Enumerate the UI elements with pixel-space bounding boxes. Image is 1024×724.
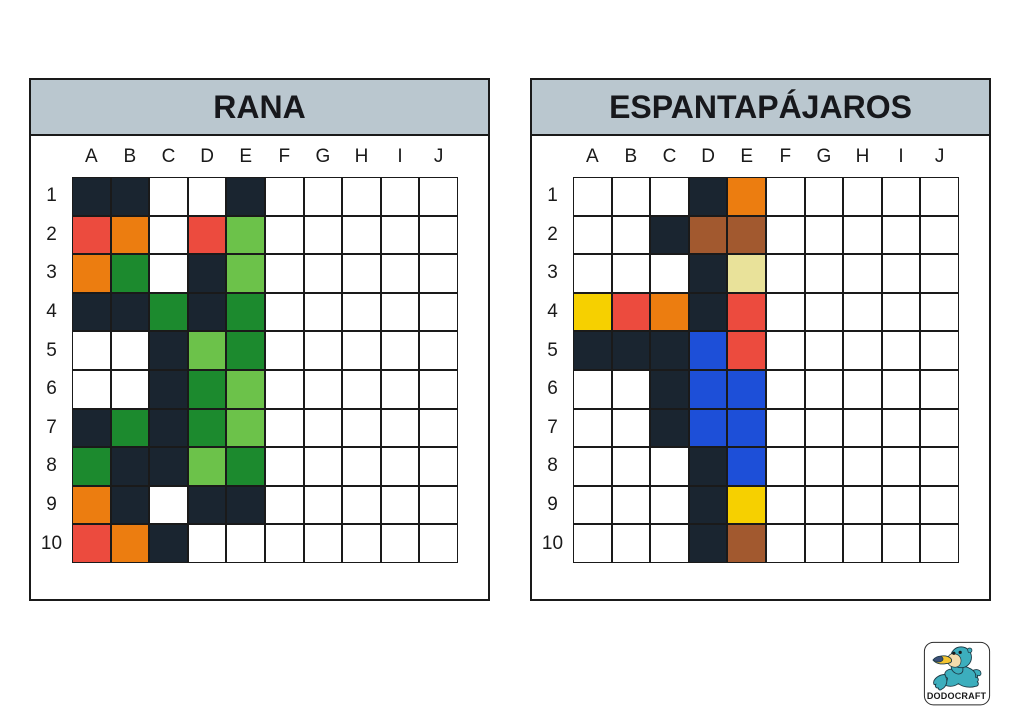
- svg-text:DODOCRAFT: DODOCRAFT: [927, 691, 987, 701]
